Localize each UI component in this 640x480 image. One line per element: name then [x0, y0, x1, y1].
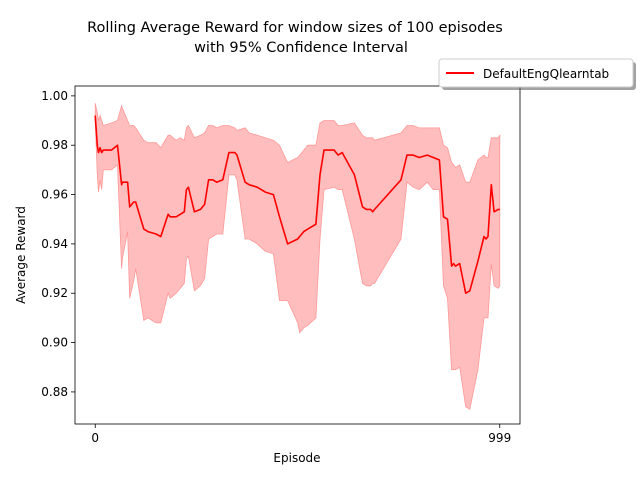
y-tick-label: 0.96	[41, 188, 68, 202]
x-axis-label: Episode	[273, 451, 320, 465]
y-axis: 0.88 0.90 0.92 0.94 0.96 0.98 1.00	[41, 89, 75, 399]
y-tick-label: 0.98	[41, 138, 68, 152]
x-tick-label: 999	[488, 431, 511, 445]
legend-box	[438, 58, 634, 88]
y-tick-label: 0.94	[41, 237, 68, 251]
x-tick-label: 0	[91, 431, 99, 445]
y-tick-label: 1.00	[41, 89, 68, 103]
series-line-defaultengqlearntab	[94, 115, 500, 295]
y-axis-label: Average Reward	[14, 206, 28, 304]
chart-title: Rolling Average Reward for window sizes …	[87, 20, 503, 56]
confidence-band	[94, 103, 501, 410]
y-tick-label: 0.92	[41, 286, 68, 300]
chart-title-line-2: with 95% Confidence Interval	[194, 40, 408, 56]
y-tick-label: 0.90	[41, 336, 68, 350]
legend-entry-label: DefaultEngQlearntab	[483, 67, 609, 81]
legend[interactable]: DefaultEngQlearntab	[438, 58, 636, 90]
x-axis: 0 999	[91, 424, 511, 445]
plot-area	[94, 103, 501, 410]
axes-frame	[74, 85, 521, 425]
chart-title-line-1: Rolling Average Reward for window sizes …	[87, 20, 503, 36]
y-tick-label: 0.88	[41, 385, 68, 399]
